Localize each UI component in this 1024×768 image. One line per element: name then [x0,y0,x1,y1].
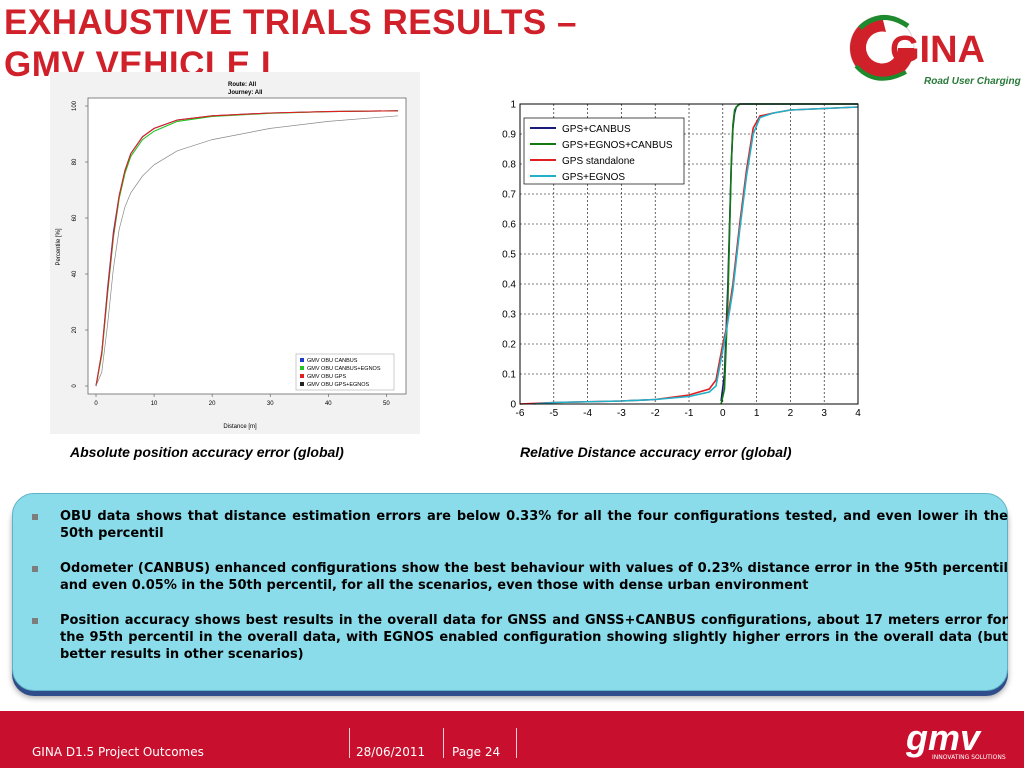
chart1-series-line [95,110,399,387]
chart2-y-tick-label: 1 [510,100,516,111]
chart1-xlabel: Distance [m] [223,424,257,430]
chart2-y-tick-label: 0.6 [502,220,516,231]
chart2-legend-label: GPS+EGNOS+CANBUS [562,140,673,151]
chart1-legend-swatch [300,358,304,362]
chart1-series-line [95,115,399,387]
chart2-legend-label: GPS+EGNOS [562,172,625,183]
chart2-x-tick-label: 3 [821,408,827,419]
chart2-legend-label: GPS standalone [562,156,635,167]
bullet-item: Odometer (CANBUS) enhanced configuration… [30,560,1008,594]
chart1-title: Route: All [228,82,256,88]
chart2-y-tick-label: 0.9 [502,130,516,141]
chart1-legend-label: GMV OBU CANBUS+EGNOS [307,366,381,372]
chart1-y-tick-label: 40 [72,270,78,277]
chart2-x-tick-label: -2 [651,408,660,419]
chart1-x-tick-label: 40 [325,401,332,407]
chart2-y-tick-label: 0.5 [502,250,516,261]
chart2-legend: GPS+CANBUS GPS+EGNOS+CANBUS GPS standalone… [523,117,685,185]
footer-date: 28/06/2011 [356,745,426,759]
caption-absolute-position: Absolute position accuracy error (global… [70,444,344,460]
chart2-series-line [533,106,859,405]
chart2-x-tick-label: 1 [754,408,760,419]
chart2-x-tick-label: 4 [855,408,861,419]
chart1-y-tick-label: 60 [72,214,78,221]
gmv-logo: gmv [906,717,981,758]
chart1-x-tick-label: 10 [151,401,158,407]
chart2-x-tick-label: -5 [549,408,558,419]
chart1-y-tick-label: 80 [72,158,78,165]
bullet-item: OBU data shows that distance estimation … [30,508,1008,542]
footer-divider [443,728,444,758]
chart1-subtitle: Journey: All [228,90,263,96]
footer-bar [0,711,1024,768]
logo-subtitle: Road User Charging [924,76,1021,87]
chart1-x-tick-label: 0 [94,401,98,407]
chart2-x-tick-label: -3 [617,408,626,419]
chart1-y-tick-label: 0 [72,384,78,388]
bullet-item: Position accuracy shows best results in … [30,612,1008,663]
chart1-ylabel: Percentile [%] [56,228,62,265]
chart2-x-tick-label: -1 [685,408,694,419]
chart1-legend-swatch [300,382,304,386]
chart2-y-tick-label: 0.8 [502,160,516,171]
chart2-y-tick-label: 0 [510,400,516,411]
chart1-legend-box [295,353,395,391]
chart2-legend-label: GPS+CANBUS [562,124,631,135]
chart1-legend-swatch [300,374,304,378]
summary-panel [12,493,1008,691]
chart2-y-tick-label: 0.1 [502,370,516,381]
chart2-x-tick-label: 0 [720,408,726,419]
chart2-y-tick-label: 0.4 [502,280,516,291]
chart2-y-tick-label: 0.3 [502,310,516,321]
absolute-position-chart: Route: All Journey: All Distance [m] Per… [50,72,420,434]
chart1-legend-label: GMV OBU GPS+EGNOS [307,382,370,388]
chart1-y-tick-label: 20 [72,326,78,333]
chart1-legend-label: GMV OBU GPS [307,374,346,380]
footer-divider [516,728,517,758]
caption-relative-distance: Relative Distance accuracy error (global… [520,444,792,460]
slide-title: EXHAUSTIVE TRIALS RESULTS – GMV VEHICLE … [4,2,577,86]
chart2-x-tick-label: -6 [516,408,525,419]
gina-logo: GINA Road User Charging [849,15,1021,87]
gmv-tagline: INNOVATING SOLUTIONS [932,754,1006,761]
chart1-legend-swatch [300,366,304,370]
chart2-y-tick-label: 0.7 [502,190,516,201]
chart2-y-tick-label: 0.2 [502,340,516,351]
chart1-x-tick-label: 50 [383,401,390,407]
logo-wordmark: GINA [890,29,985,71]
slide-title-line1: EXHAUSTIVE TRIALS RESULTS – [4,3,577,42]
chart1-x-tick-label: 20 [209,401,216,407]
chart2-x-tick-label: 2 [788,408,794,419]
chart1-legend: GMV OBU CANBUS GMV OBU CANBUS+EGNOS GMV OB… [295,353,395,391]
chart2-x-tick-label: -4 [583,408,592,419]
footer-page: Page 24 [452,745,501,759]
chart1-legend-label: GMV OBU CANBUS [307,358,358,364]
chart1-y-tick-label: 100 [72,100,78,111]
chart1-x-tick-label: 30 [267,401,274,407]
footer-project: GINA D1.5 Project Outcomes [32,745,204,759]
relative-distance-chart: -6 -5 -4 -3 -2 -1 0 1 2 3 4 0 0.1 0.2 0.3 0.4 0.5 0.6 0.7 0… [492,100,866,426]
footer-divider [349,728,350,758]
summary-bullets: OBU data shows that distance estimation … [30,508,1008,681]
